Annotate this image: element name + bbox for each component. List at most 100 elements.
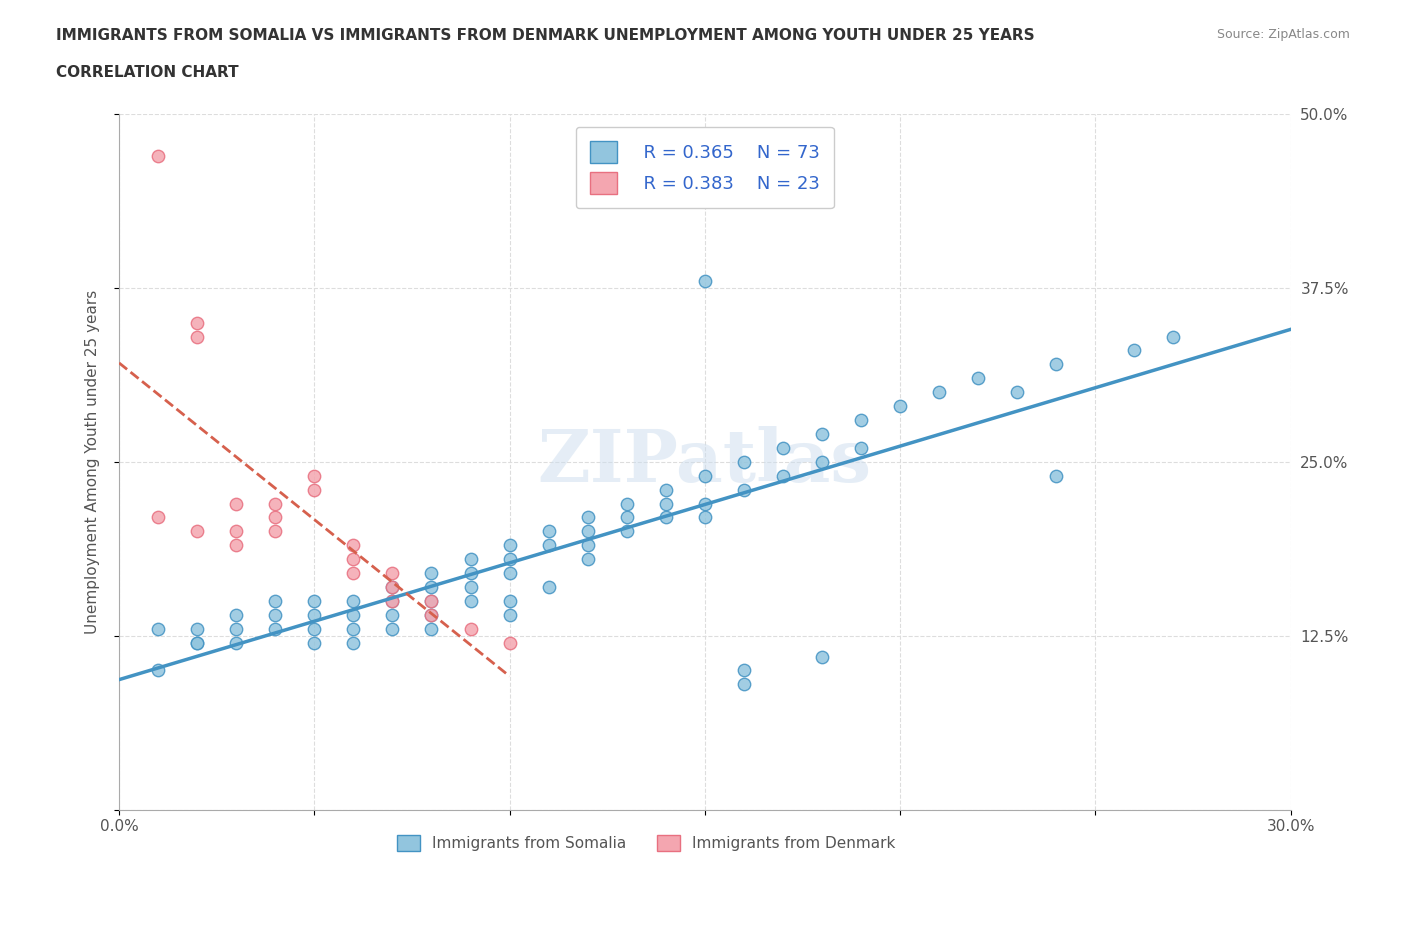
Point: [655, 496, 678, 511]
Point: [655, 510, 678, 525]
Point: [576, 510, 599, 525]
Point: [304, 468, 326, 483]
Point: [304, 607, 326, 622]
Point: [576, 538, 599, 552]
Point: [420, 565, 443, 580]
Point: [1005, 385, 1028, 400]
Point: [928, 385, 950, 400]
Point: [693, 468, 716, 483]
Point: [225, 607, 247, 622]
Point: [186, 524, 208, 538]
Point: [381, 607, 404, 622]
Text: CORRELATION CHART: CORRELATION CHART: [56, 65, 239, 80]
Point: [186, 329, 208, 344]
Point: [655, 482, 678, 497]
Point: [304, 593, 326, 608]
Point: [967, 371, 990, 386]
Point: [811, 455, 834, 470]
Point: [225, 635, 247, 650]
Point: [146, 663, 169, 678]
Text: IMMIGRANTS FROM SOMALIA VS IMMIGRANTS FROM DENMARK UNEMPLOYMENT AMONG YOUTH UNDE: IMMIGRANTS FROM SOMALIA VS IMMIGRANTS FR…: [56, 28, 1035, 43]
Point: [146, 510, 169, 525]
Point: [1045, 468, 1067, 483]
Point: [1163, 329, 1185, 344]
Point: [733, 677, 755, 692]
Point: [811, 649, 834, 664]
Point: [460, 551, 482, 566]
Point: [304, 621, 326, 636]
Y-axis label: Unemployment Among Youth under 25 years: Unemployment Among Youth under 25 years: [86, 289, 100, 634]
Point: [537, 579, 560, 594]
Point: [576, 551, 599, 566]
Point: [537, 524, 560, 538]
Point: [498, 593, 520, 608]
Point: [420, 593, 443, 608]
Point: [264, 607, 287, 622]
Point: [304, 482, 326, 497]
Point: [498, 565, 520, 580]
Point: [146, 621, 169, 636]
Point: [811, 427, 834, 442]
Point: [342, 565, 364, 580]
Point: [342, 593, 364, 608]
Point: [381, 621, 404, 636]
Point: [733, 482, 755, 497]
Point: [264, 496, 287, 511]
Point: [498, 635, 520, 650]
Point: [381, 579, 404, 594]
Point: [460, 593, 482, 608]
Point: [342, 621, 364, 636]
Point: [616, 524, 638, 538]
Point: [537, 538, 560, 552]
Point: [381, 593, 404, 608]
Point: [693, 273, 716, 288]
Point: [264, 621, 287, 636]
Point: [772, 441, 794, 456]
Point: [186, 315, 208, 330]
Point: [693, 510, 716, 525]
Point: [498, 551, 520, 566]
Point: [616, 496, 638, 511]
Text: ZIPatlas: ZIPatlas: [537, 426, 872, 498]
Point: [381, 593, 404, 608]
Point: [849, 441, 872, 456]
Point: [186, 621, 208, 636]
Point: [225, 538, 247, 552]
Point: [420, 579, 443, 594]
Point: [460, 565, 482, 580]
Point: [420, 593, 443, 608]
Point: [264, 510, 287, 525]
Point: [381, 579, 404, 594]
Point: [342, 538, 364, 552]
Point: [146, 148, 169, 163]
Point: [1045, 357, 1067, 372]
Point: [460, 579, 482, 594]
Point: [186, 635, 208, 650]
Legend: Immigrants from Somalia, Immigrants from Denmark: Immigrants from Somalia, Immigrants from…: [391, 830, 901, 857]
Point: [420, 607, 443, 622]
Text: Source: ZipAtlas.com: Source: ZipAtlas.com: [1216, 28, 1350, 41]
Point: [304, 635, 326, 650]
Point: [342, 635, 364, 650]
Point: [420, 607, 443, 622]
Point: [264, 593, 287, 608]
Point: [342, 551, 364, 566]
Point: [772, 468, 794, 483]
Point: [498, 607, 520, 622]
Point: [225, 621, 247, 636]
Point: [616, 510, 638, 525]
Point: [576, 524, 599, 538]
Point: [381, 565, 404, 580]
Point: [420, 621, 443, 636]
Point: [342, 607, 364, 622]
Point: [849, 413, 872, 428]
Point: [733, 455, 755, 470]
Point: [225, 524, 247, 538]
Point: [186, 635, 208, 650]
Point: [460, 621, 482, 636]
Point: [733, 663, 755, 678]
Point: [498, 538, 520, 552]
Point: [1123, 343, 1146, 358]
Point: [889, 399, 911, 414]
Point: [225, 496, 247, 511]
